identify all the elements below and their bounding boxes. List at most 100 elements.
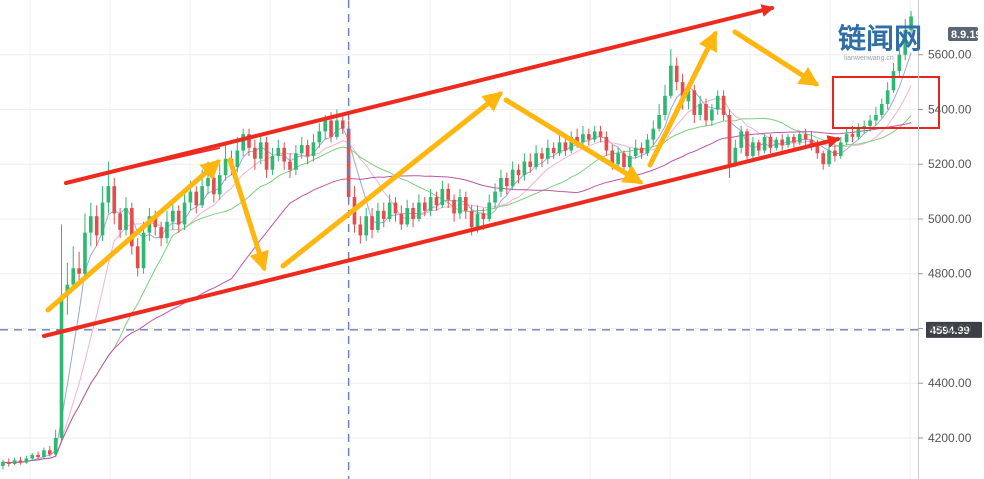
candle-body (130, 208, 134, 247)
candle-body (844, 134, 849, 143)
candle-body (563, 142, 568, 151)
candle-body (622, 153, 626, 167)
candle-body (399, 213, 404, 225)
candle-body (821, 153, 826, 165)
candle-body (838, 142, 843, 157)
candle-body (879, 104, 884, 115)
version-badge: 8.9.19 (951, 29, 982, 41)
target-zone-box (832, 76, 940, 129)
channel-lower-line (42, 135, 841, 338)
candle-body (475, 213, 480, 228)
candle-body (77, 268, 81, 274)
candle-body (53, 437, 58, 455)
candle-body (47, 450, 52, 455)
candle-body (6, 462, 11, 464)
candle-body (762, 136, 767, 151)
candle-body (393, 202, 398, 214)
price-tick-label: 5000.00 (928, 212, 972, 226)
candle-body (381, 210, 386, 219)
candle-body (458, 197, 462, 214)
candle-body (135, 246, 140, 269)
current-price-badge (926, 321, 982, 338)
price-axis: 4200.00 4400.00 4600.00 4800.00 5000.00 5200.… (918, 0, 972, 479)
version-badge-bg (948, 27, 978, 41)
price-tick-label: 5600.00 (928, 48, 972, 62)
candle-body (715, 95, 720, 110)
candle-body (692, 90, 697, 115)
candle-body (59, 295, 64, 438)
candle-body (704, 104, 708, 121)
candle-body (504, 177, 509, 187)
candle-body (628, 156, 632, 167)
price-tick-label: 4600.00 (928, 321, 972, 335)
candle-body (30, 454, 35, 459)
candle-body (803, 134, 808, 140)
candle-body (534, 153, 538, 167)
trend-arrow (45, 159, 222, 313)
candle-body (340, 120, 345, 129)
candle-body (522, 161, 527, 176)
candle-body (727, 114, 732, 165)
logo-name: 链闻网 (838, 22, 922, 55)
ma-line-40 (2, 122, 912, 464)
candle-body (422, 202, 427, 211)
candle-body (42, 450, 46, 458)
candle-body (141, 232, 146, 269)
candle-body (587, 134, 591, 140)
candle-body (329, 120, 333, 137)
candle-body (258, 142, 263, 159)
candle-body (36, 454, 40, 458)
candle-body (83, 232, 87, 274)
candle-body (592, 131, 597, 140)
candle-body (598, 131, 603, 137)
candle-body (797, 134, 802, 143)
candle-body (217, 175, 222, 195)
candle-body (868, 120, 872, 126)
candle-body (241, 134, 245, 151)
candle-body (874, 114, 878, 121)
candle-body (774, 139, 779, 148)
candle-body (487, 202, 492, 219)
candle-body (645, 139, 650, 154)
candle-body (792, 136, 796, 143)
candle-body (674, 65, 679, 83)
candle-body (815, 145, 820, 154)
candle-body (18, 460, 23, 463)
candle-body (411, 208, 415, 219)
candle-body (358, 224, 363, 236)
candle-body (434, 197, 439, 206)
candle-body (188, 191, 193, 203)
price-tick-label: 4800.00 (928, 267, 972, 281)
candle-body (499, 177, 503, 192)
candle-body (663, 95, 667, 115)
candle-body (745, 131, 749, 157)
candle-body (897, 54, 902, 72)
candle-body (294, 153, 298, 170)
candle-body (616, 153, 620, 165)
candle-body (680, 82, 685, 102)
candle-body (223, 158, 228, 176)
candle-body (311, 142, 316, 157)
channel-upper-line (64, 4, 775, 185)
candle-body (669, 65, 673, 96)
trend-arrow (732, 29, 820, 87)
current-price-label: 4594.99 (930, 325, 970, 337)
price-tick-label: 5400.00 (928, 102, 972, 116)
candle-body (751, 142, 755, 157)
candle-body (253, 147, 257, 159)
candle-body (909, 16, 913, 31)
candle-body (721, 95, 726, 115)
candle-body (264, 142, 269, 170)
candle-body (276, 147, 281, 157)
candle-body (194, 191, 199, 206)
candle-body (247, 134, 251, 148)
candle-body (346, 128, 351, 198)
candle-body (510, 169, 515, 187)
candle-body (891, 71, 896, 91)
candle-body (317, 131, 322, 143)
candle-body (112, 186, 117, 214)
candle-body (270, 156, 275, 170)
logo-subtitle: lianwenwang.cn (844, 55, 894, 62)
candle-body (200, 186, 204, 206)
